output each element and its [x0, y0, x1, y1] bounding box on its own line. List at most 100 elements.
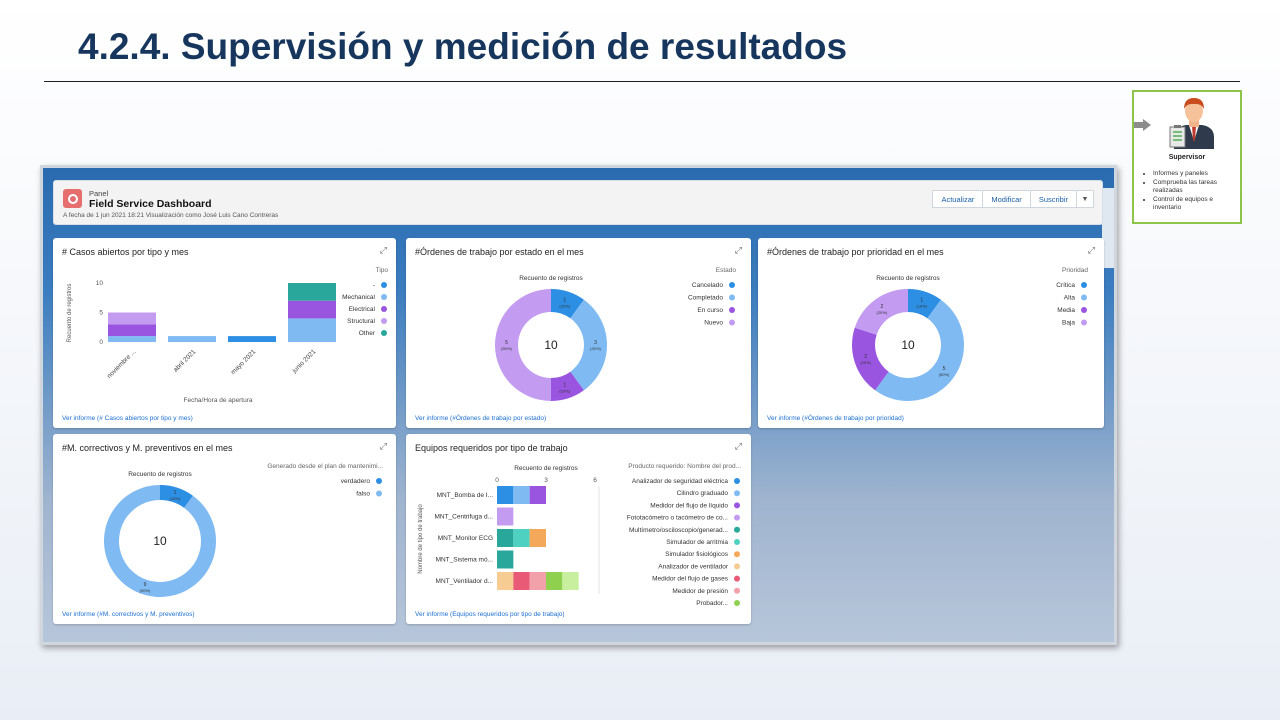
legend-swatch: [729, 282, 735, 288]
view-report-link[interactable]: Ver informe (#Órdenes de trabajo por pri…: [767, 415, 904, 422]
bar-segment: [546, 572, 563, 590]
legend-swatch: [1081, 307, 1087, 313]
view-report-link[interactable]: Ver informe (#M. correctivos y M. preven…: [62, 611, 195, 618]
edit-button[interactable]: Modificar: [982, 190, 1031, 208]
subscribe-button[interactable]: Suscribir: [1029, 190, 1077, 208]
status-card: #Órdenes de trabajo por estado en el mes…: [406, 238, 751, 428]
legend-label: Fototacómetro o tacómetro de co...: [627, 515, 728, 522]
legend-label: Electrical: [349, 306, 376, 313]
legend-label: Multímetro/osciloscopio/generad...: [629, 527, 728, 534]
legend-swatch: [381, 294, 387, 300]
dashboard-screenshot: Panel Field Service Dashboard A fecha de…: [40, 165, 1117, 645]
y-tick-label: MNT_Monitor ECG: [438, 535, 493, 542]
x-tick-label: mayo 2021: [230, 348, 258, 376]
bar-segment: [108, 336, 156, 342]
header-actions: Actualizar Modificar Suscribir ▼: [932, 190, 1094, 208]
donut-center-total: 10: [544, 338, 558, 352]
x-tick-label: junio 2021: [291, 348, 318, 375]
legend-label: falso: [356, 491, 370, 498]
donut-slice: [908, 289, 941, 319]
legend-label: verdadero: [341, 478, 371, 485]
chevron-down-icon: ▼: [1081, 195, 1089, 203]
expand-icon[interactable]: ⤢: [734, 441, 742, 451]
view-report-link[interactable]: Ver informe (# Casos abiertos por tipo y…: [62, 415, 193, 422]
bar-segment: [529, 572, 546, 590]
legend-swatch: [734, 502, 740, 509]
donut-slice: [570, 299, 607, 391]
bar-segment: [513, 486, 530, 504]
chart-label: Recuento de registros: [876, 275, 940, 282]
slice-percent: (10%): [559, 304, 570, 309]
y-tick-label: MNT_Sistema mó...: [436, 557, 494, 564]
bar-segment: [497, 572, 514, 590]
legend-swatch: [734, 514, 740, 521]
donut-slice: [875, 299, 964, 401]
bar-segment: [228, 336, 276, 342]
legend-label: En curso: [697, 307, 723, 314]
legend-label: Medidor de presión: [672, 588, 728, 595]
arrow-right-icon: [1134, 119, 1151, 131]
more-actions-dropdown[interactable]: ▼: [1076, 190, 1094, 208]
x-tick-label: noviembre ...: [106, 348, 138, 380]
expand-icon[interactable]: ⤢: [379, 245, 387, 255]
legend-swatch: [376, 478, 382, 484]
slice-value: 1: [563, 382, 566, 388]
legend-title: Tipo: [376, 267, 389, 274]
legend-title: Prioridad: [1062, 267, 1088, 274]
y-tick-label: 10: [96, 280, 104, 287]
legend-label: Mechanical: [342, 294, 375, 301]
scroll-edge: [1102, 188, 1114, 268]
legend-label: Cilindro graduado: [677, 490, 729, 497]
view-report-link[interactable]: Ver informe (#Órdenes de trabajo por est…: [415, 415, 547, 422]
bar-segment: [168, 336, 216, 342]
persona-item: Comprueba las tareas realizadas: [1153, 179, 1239, 195]
legend-swatch: [1081, 319, 1087, 326]
expand-icon[interactable]: ⤢: [379, 441, 387, 451]
card-title: #M. correctivos y M. preventivos en el m…: [62, 443, 233, 453]
bar-segment: [497, 550, 514, 569]
bar-segment: [513, 572, 530, 590]
legend-label: Analizador de ventilador: [658, 563, 729, 570]
dashboard-icon: [63, 189, 82, 208]
card-title: # Casos abiertos por tipo y mes: [62, 247, 189, 257]
bar-segment: [108, 324, 156, 337]
slice-value: 1: [174, 490, 177, 496]
view-report-link[interactable]: Ver informe (Equipos requeridos por tipo…: [415, 611, 565, 618]
legend-swatch: [729, 307, 735, 313]
slice-percent: (10%): [559, 388, 570, 393]
bar-segment: [497, 529, 514, 547]
cases-bar-chart: 0 5 10 Recuento de registros noviembre ... ab…: [67, 267, 389, 404]
expand-icon[interactable]: ⤢: [734, 245, 742, 255]
legend-title: Producto requerido: Nombre del prod...: [628, 463, 741, 470]
legend-swatch: [1081, 282, 1087, 288]
legend-swatch: [734, 490, 740, 497]
legend-label: Simulador fisiológicos: [665, 551, 729, 558]
donut-slice: [495, 289, 551, 401]
slice-value: 5: [505, 340, 508, 346]
legend-swatch: [734, 526, 740, 533]
legend-swatch: [734, 551, 740, 558]
card-title: #Órdenes de trabajo por estado en el mes: [415, 247, 584, 257]
persona-list: Informes y paneles Comprueba las tareas …: [1153, 170, 1239, 213]
legend-label: Alta: [1064, 295, 1076, 302]
expand-icon[interactable]: ⤢: [1087, 245, 1095, 255]
chart-label: Recuento de registros: [128, 471, 192, 478]
bar-segment: [513, 529, 530, 547]
refresh-button[interactable]: Actualizar: [932, 190, 984, 208]
slice-value: 1: [920, 298, 923, 304]
maintenance-card: #M. correctivos y M. preventivos en el m…: [53, 434, 396, 624]
legend-swatch: [734, 575, 740, 582]
slice-percent: (50%): [501, 346, 512, 351]
legend-title: Generado desde el plan de mantenimi...: [267, 463, 383, 470]
bar-segment: [497, 507, 514, 526]
legend-swatch: [734, 563, 740, 570]
y-axis-label: Nombre de tipo de trabajo: [418, 504, 424, 574]
y-tick-label: MNT_Centrifuga d...: [434, 514, 493, 521]
legend-swatch: [381, 306, 387, 312]
slice-percent: (20%): [860, 360, 871, 365]
bar-segment: [288, 318, 336, 342]
donut-center-total: 10: [901, 338, 915, 352]
bar-segment: [108, 312, 156, 325]
dashboard-subtitle: A fecha de 1 jun 2021 18:21 Visualizació…: [63, 212, 279, 219]
legend-label: Medidor del flujo de líquido: [650, 502, 728, 509]
